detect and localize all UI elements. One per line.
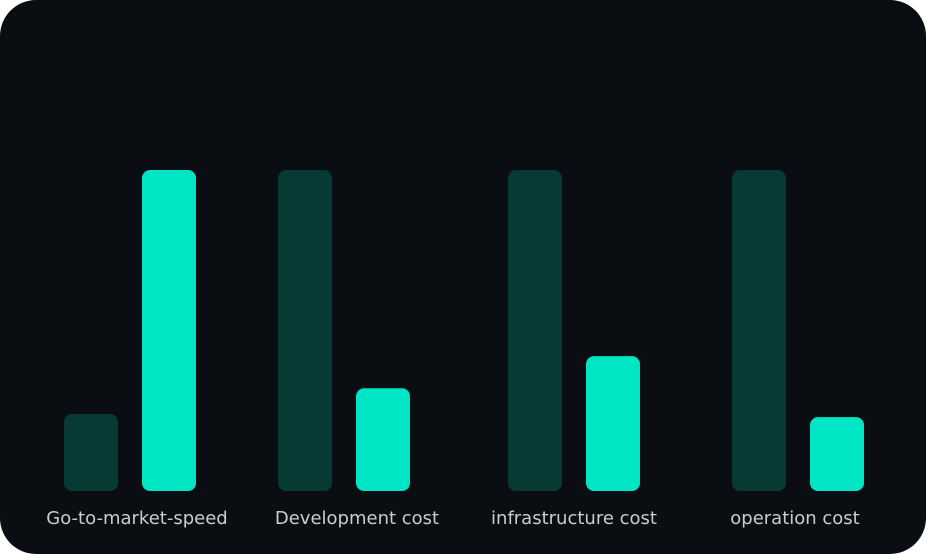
x-tick-label: Go-to-market-speed — [46, 508, 227, 529]
x-tick-label: Development cost — [275, 508, 439, 529]
bar — [810, 417, 864, 491]
bar — [356, 388, 410, 491]
bar — [586, 356, 640, 491]
x-tick-label: operation cost — [730, 508, 860, 529]
bar — [278, 170, 332, 491]
bar — [508, 170, 562, 491]
x-tick-label: infrastructure cost — [491, 508, 657, 529]
bar — [64, 413, 118, 491]
bar — [142, 170, 196, 491]
bar — [732, 170, 786, 491]
